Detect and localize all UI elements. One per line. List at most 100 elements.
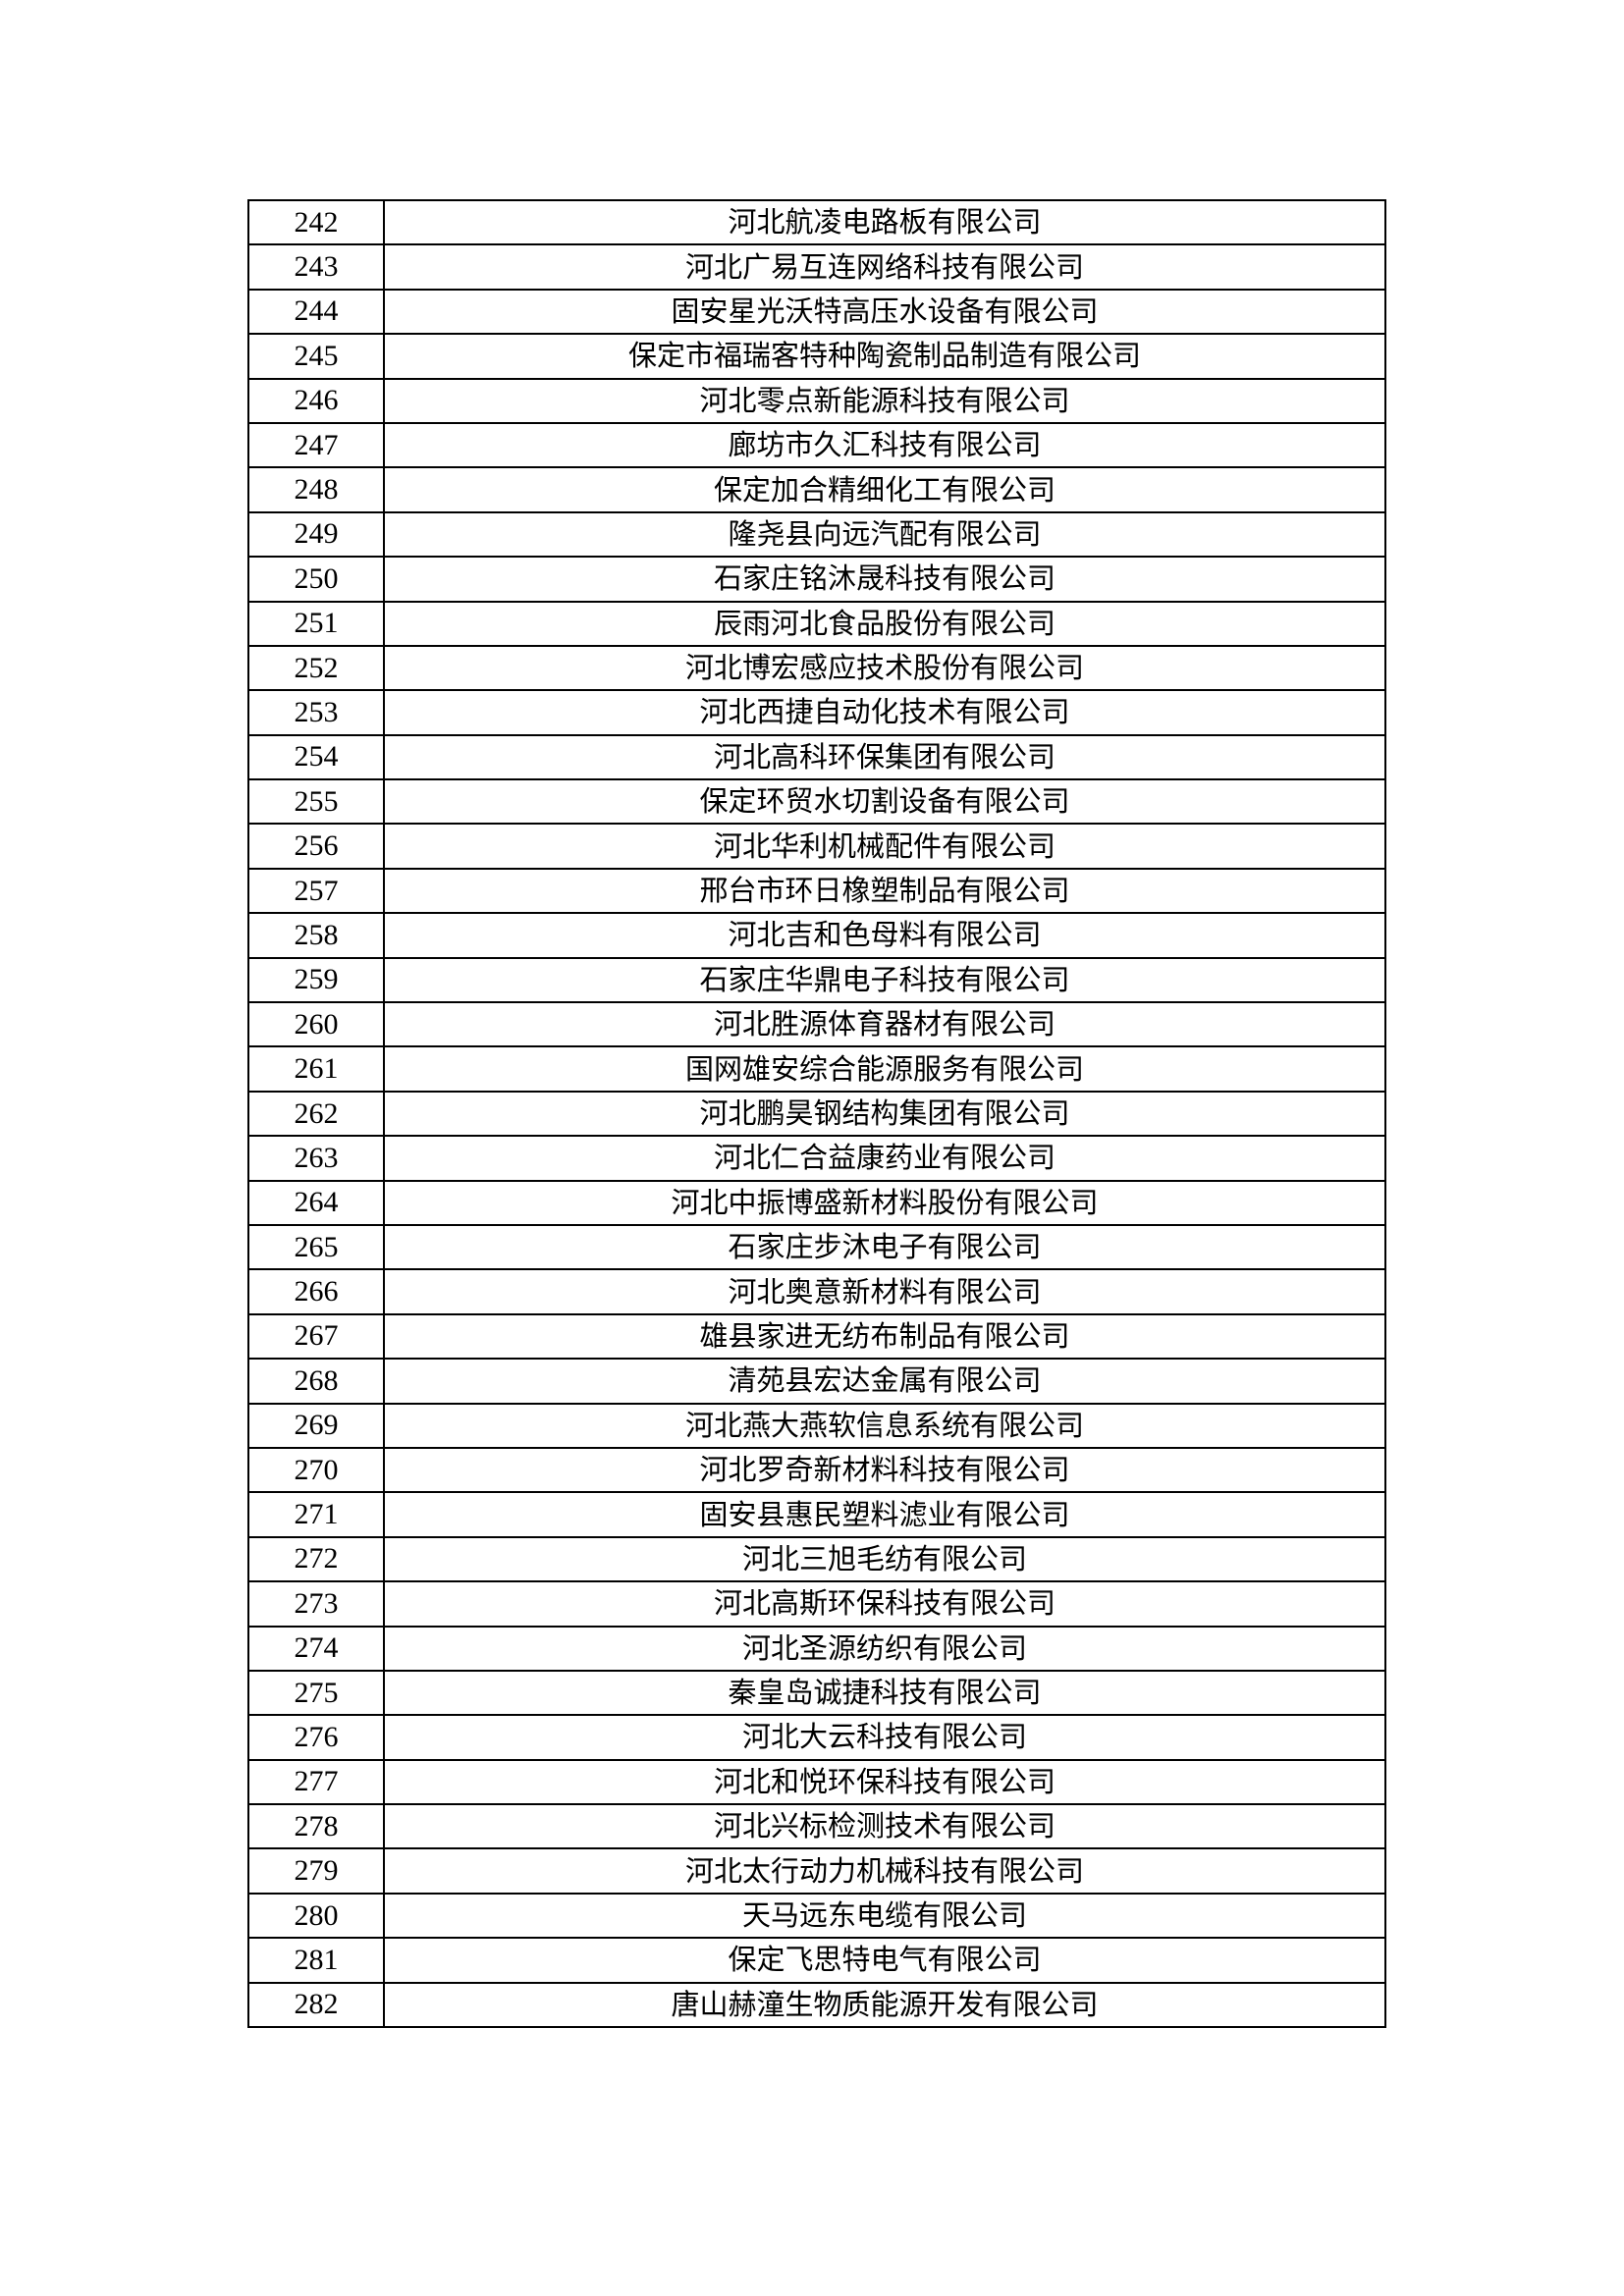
row-number: 261 bbox=[247, 1045, 385, 1093]
table-row: 279 河北太行动力机械科技有限公司 bbox=[247, 1847, 1386, 1895]
row-number: 255 bbox=[247, 778, 385, 826]
company-name: 河北和悦环保科技有限公司 bbox=[383, 1758, 1386, 1806]
company-name: 保定市福瑞客特种陶瓷制品制造有限公司 bbox=[383, 333, 1386, 380]
company-name: 河北零点新能源科技有限公司 bbox=[383, 377, 1386, 424]
row-number: 279 bbox=[247, 1847, 385, 1895]
company-name: 唐山赫潼生物质能源开发有限公司 bbox=[383, 1981, 1386, 2029]
row-number: 282 bbox=[247, 1981, 385, 2029]
table-row: 249 隆尧县向远汽配有限公司 bbox=[247, 510, 1386, 559]
table-row: 259 石家庄华鼎电子科技有限公司 bbox=[247, 956, 1386, 1004]
company-name: 雄县家进无纺布制品有限公司 bbox=[383, 1312, 1386, 1361]
table-row: 261 国网雄安综合能源服务有限公司 bbox=[247, 1045, 1386, 1093]
company-name: 河北三旭毛纺有限公司 bbox=[383, 1535, 1386, 1583]
row-number: 275 bbox=[247, 1669, 385, 1717]
row-number: 266 bbox=[247, 1268, 385, 1315]
row-number: 271 bbox=[247, 1491, 385, 1538]
table-row: 275 秦皇岛诚捷科技有限公司 bbox=[247, 1669, 1386, 1717]
table-row: 253 河北西捷自动化技术有限公司 bbox=[247, 689, 1386, 736]
company-name: 秦皇岛诚捷科技有限公司 bbox=[383, 1669, 1386, 1717]
table-row: 244 固安星光沃特高压水设备有限公司 bbox=[247, 288, 1386, 336]
row-number: 248 bbox=[247, 466, 385, 513]
table-row: 282 唐山赫潼生物质能源开发有限公司 bbox=[247, 1981, 1386, 2029]
row-number: 263 bbox=[247, 1135, 385, 1182]
company-name: 固安星光沃特高压水设备有限公司 bbox=[383, 288, 1386, 336]
company-name: 河北鹏昊钢结构集团有限公司 bbox=[383, 1090, 1386, 1138]
company-name: 国网雄安综合能源服务有限公司 bbox=[383, 1045, 1386, 1093]
company-name: 河北仁合益康药业有限公司 bbox=[383, 1135, 1386, 1182]
table-body: 242 河北航凌电路板有限公司 243 河北广易互连网络科技有限公司 244 固安星光沃特… bbox=[247, 198, 1386, 2029]
row-number: 272 bbox=[247, 1535, 385, 1583]
company-name: 河北广易互连网络科技有限公司 bbox=[383, 243, 1386, 291]
table-row: 251 辰雨河北食品股份有限公司 bbox=[247, 600, 1386, 647]
table-row: 271 固安县惠民塑料滤业有限公司 bbox=[247, 1491, 1386, 1538]
table-row: 245 保定市福瑞客特种陶瓷制品制造有限公司 bbox=[247, 333, 1386, 380]
table-row: 266 河北奥意新材料有限公司 bbox=[247, 1268, 1386, 1315]
table-row: 277 河北和悦环保科技有限公司 bbox=[247, 1758, 1386, 1806]
table-row: 264 河北中振博盛新材料股份有限公司 bbox=[247, 1179, 1386, 1226]
row-number: 254 bbox=[247, 733, 385, 781]
table-row: 272 河北三旭毛纺有限公司 bbox=[247, 1535, 1386, 1583]
table-row: 242 河北航凌电路板有限公司 bbox=[247, 198, 1386, 246]
row-number: 274 bbox=[247, 1625, 385, 1672]
table-row: 274 河北圣源纺织有限公司 bbox=[247, 1625, 1386, 1672]
row-number: 250 bbox=[247, 556, 385, 603]
company-name: 河北大云科技有限公司 bbox=[383, 1714, 1386, 1761]
row-number: 244 bbox=[247, 288, 385, 336]
row-number: 281 bbox=[247, 1937, 385, 1984]
row-number: 256 bbox=[247, 823, 385, 870]
table-row: 281 保定飞思特电气有限公司 bbox=[247, 1937, 1386, 1984]
company-list-table: 242 河北航凌电路板有限公司 243 河北广易互连网络科技有限公司 244 固安星光沃特… bbox=[247, 198, 1386, 2029]
company-name: 河北高斯环保科技有限公司 bbox=[383, 1580, 1386, 1628]
table-row: 262 河北鹏昊钢结构集团有限公司 bbox=[247, 1090, 1386, 1138]
table-row: 273 河北高斯环保科技有限公司 bbox=[247, 1580, 1386, 1628]
row-number: 267 bbox=[247, 1312, 385, 1361]
table-row: 258 河北吉和色母料有限公司 bbox=[247, 912, 1386, 959]
company-name: 隆尧县向远汽配有限公司 bbox=[383, 510, 1386, 559]
row-number: 242 bbox=[247, 198, 385, 246]
table-row: 280 天马远东电缆有限公司 bbox=[247, 1892, 1386, 1940]
company-name: 天马远东电缆有限公司 bbox=[383, 1892, 1386, 1940]
row-number: 273 bbox=[247, 1580, 385, 1628]
row-number: 260 bbox=[247, 1001, 385, 1048]
table-row: 257 邢台市环日橡塑制品有限公司 bbox=[247, 867, 1386, 915]
company-name: 河北燕大燕软信息系统有限公司 bbox=[383, 1402, 1386, 1449]
company-name: 河北航凌电路板有限公司 bbox=[383, 198, 1386, 246]
company-name: 石家庄铭沐晟科技有限公司 bbox=[383, 556, 1386, 603]
row-number: 277 bbox=[247, 1758, 385, 1806]
table-row: 246 河北零点新能源科技有限公司 bbox=[247, 377, 1386, 424]
company-name: 河北奥意新材料有限公司 bbox=[383, 1268, 1386, 1315]
company-name: 保定加合精细化工有限公司 bbox=[383, 466, 1386, 513]
company-name: 河北圣源纺织有限公司 bbox=[383, 1625, 1386, 1672]
company-name: 廊坊市久汇科技有限公司 bbox=[383, 421, 1386, 469]
company-name: 辰雨河北食品股份有限公司 bbox=[383, 600, 1386, 647]
row-number: 251 bbox=[247, 600, 385, 647]
row-number: 268 bbox=[247, 1358, 385, 1405]
table-row: 248 保定加合精细化工有限公司 bbox=[247, 466, 1386, 513]
table-row: 276 河北大云科技有限公司 bbox=[247, 1714, 1386, 1761]
table-row: 269 河北燕大燕软信息系统有限公司 bbox=[247, 1402, 1386, 1449]
company-name: 河北华利机械配件有限公司 bbox=[383, 823, 1386, 870]
row-number: 278 bbox=[247, 1803, 385, 1850]
table-row: 267 雄县家进无纺布制品有限公司 bbox=[247, 1312, 1386, 1361]
row-number: 264 bbox=[247, 1179, 385, 1226]
row-number: 253 bbox=[247, 689, 385, 736]
row-number: 270 bbox=[247, 1446, 385, 1494]
company-name: 河北中振博盛新材料股份有限公司 bbox=[383, 1179, 1386, 1226]
company-name: 河北博宏感应技术股份有限公司 bbox=[383, 644, 1386, 692]
company-name: 河北吉和色母料有限公司 bbox=[383, 912, 1386, 959]
table-row: 278 河北兴标检测技术有限公司 bbox=[247, 1803, 1386, 1850]
table-row: 255 保定环贸水切割设备有限公司 bbox=[247, 778, 1386, 826]
row-number: 258 bbox=[247, 912, 385, 959]
table-row: 243 河北广易互连网络科技有限公司 bbox=[247, 243, 1386, 291]
row-number: 262 bbox=[247, 1090, 385, 1138]
company-name: 河北西捷自动化技术有限公司 bbox=[383, 689, 1386, 736]
table-row: 268 清苑县宏达金属有限公司 bbox=[247, 1358, 1386, 1405]
row-number: 269 bbox=[247, 1402, 385, 1449]
table-row: 260 河北胜源体育器材有限公司 bbox=[247, 1001, 1386, 1048]
table-row: 263 河北仁合益康药业有限公司 bbox=[247, 1135, 1386, 1182]
table-row: 250 石家庄铭沐晟科技有限公司 bbox=[247, 556, 1386, 603]
table-row: 270 河北罗奇新材料科技有限公司 bbox=[247, 1446, 1386, 1494]
row-number: 247 bbox=[247, 421, 385, 469]
row-number: 265 bbox=[247, 1223, 385, 1271]
row-number: 245 bbox=[247, 333, 385, 380]
